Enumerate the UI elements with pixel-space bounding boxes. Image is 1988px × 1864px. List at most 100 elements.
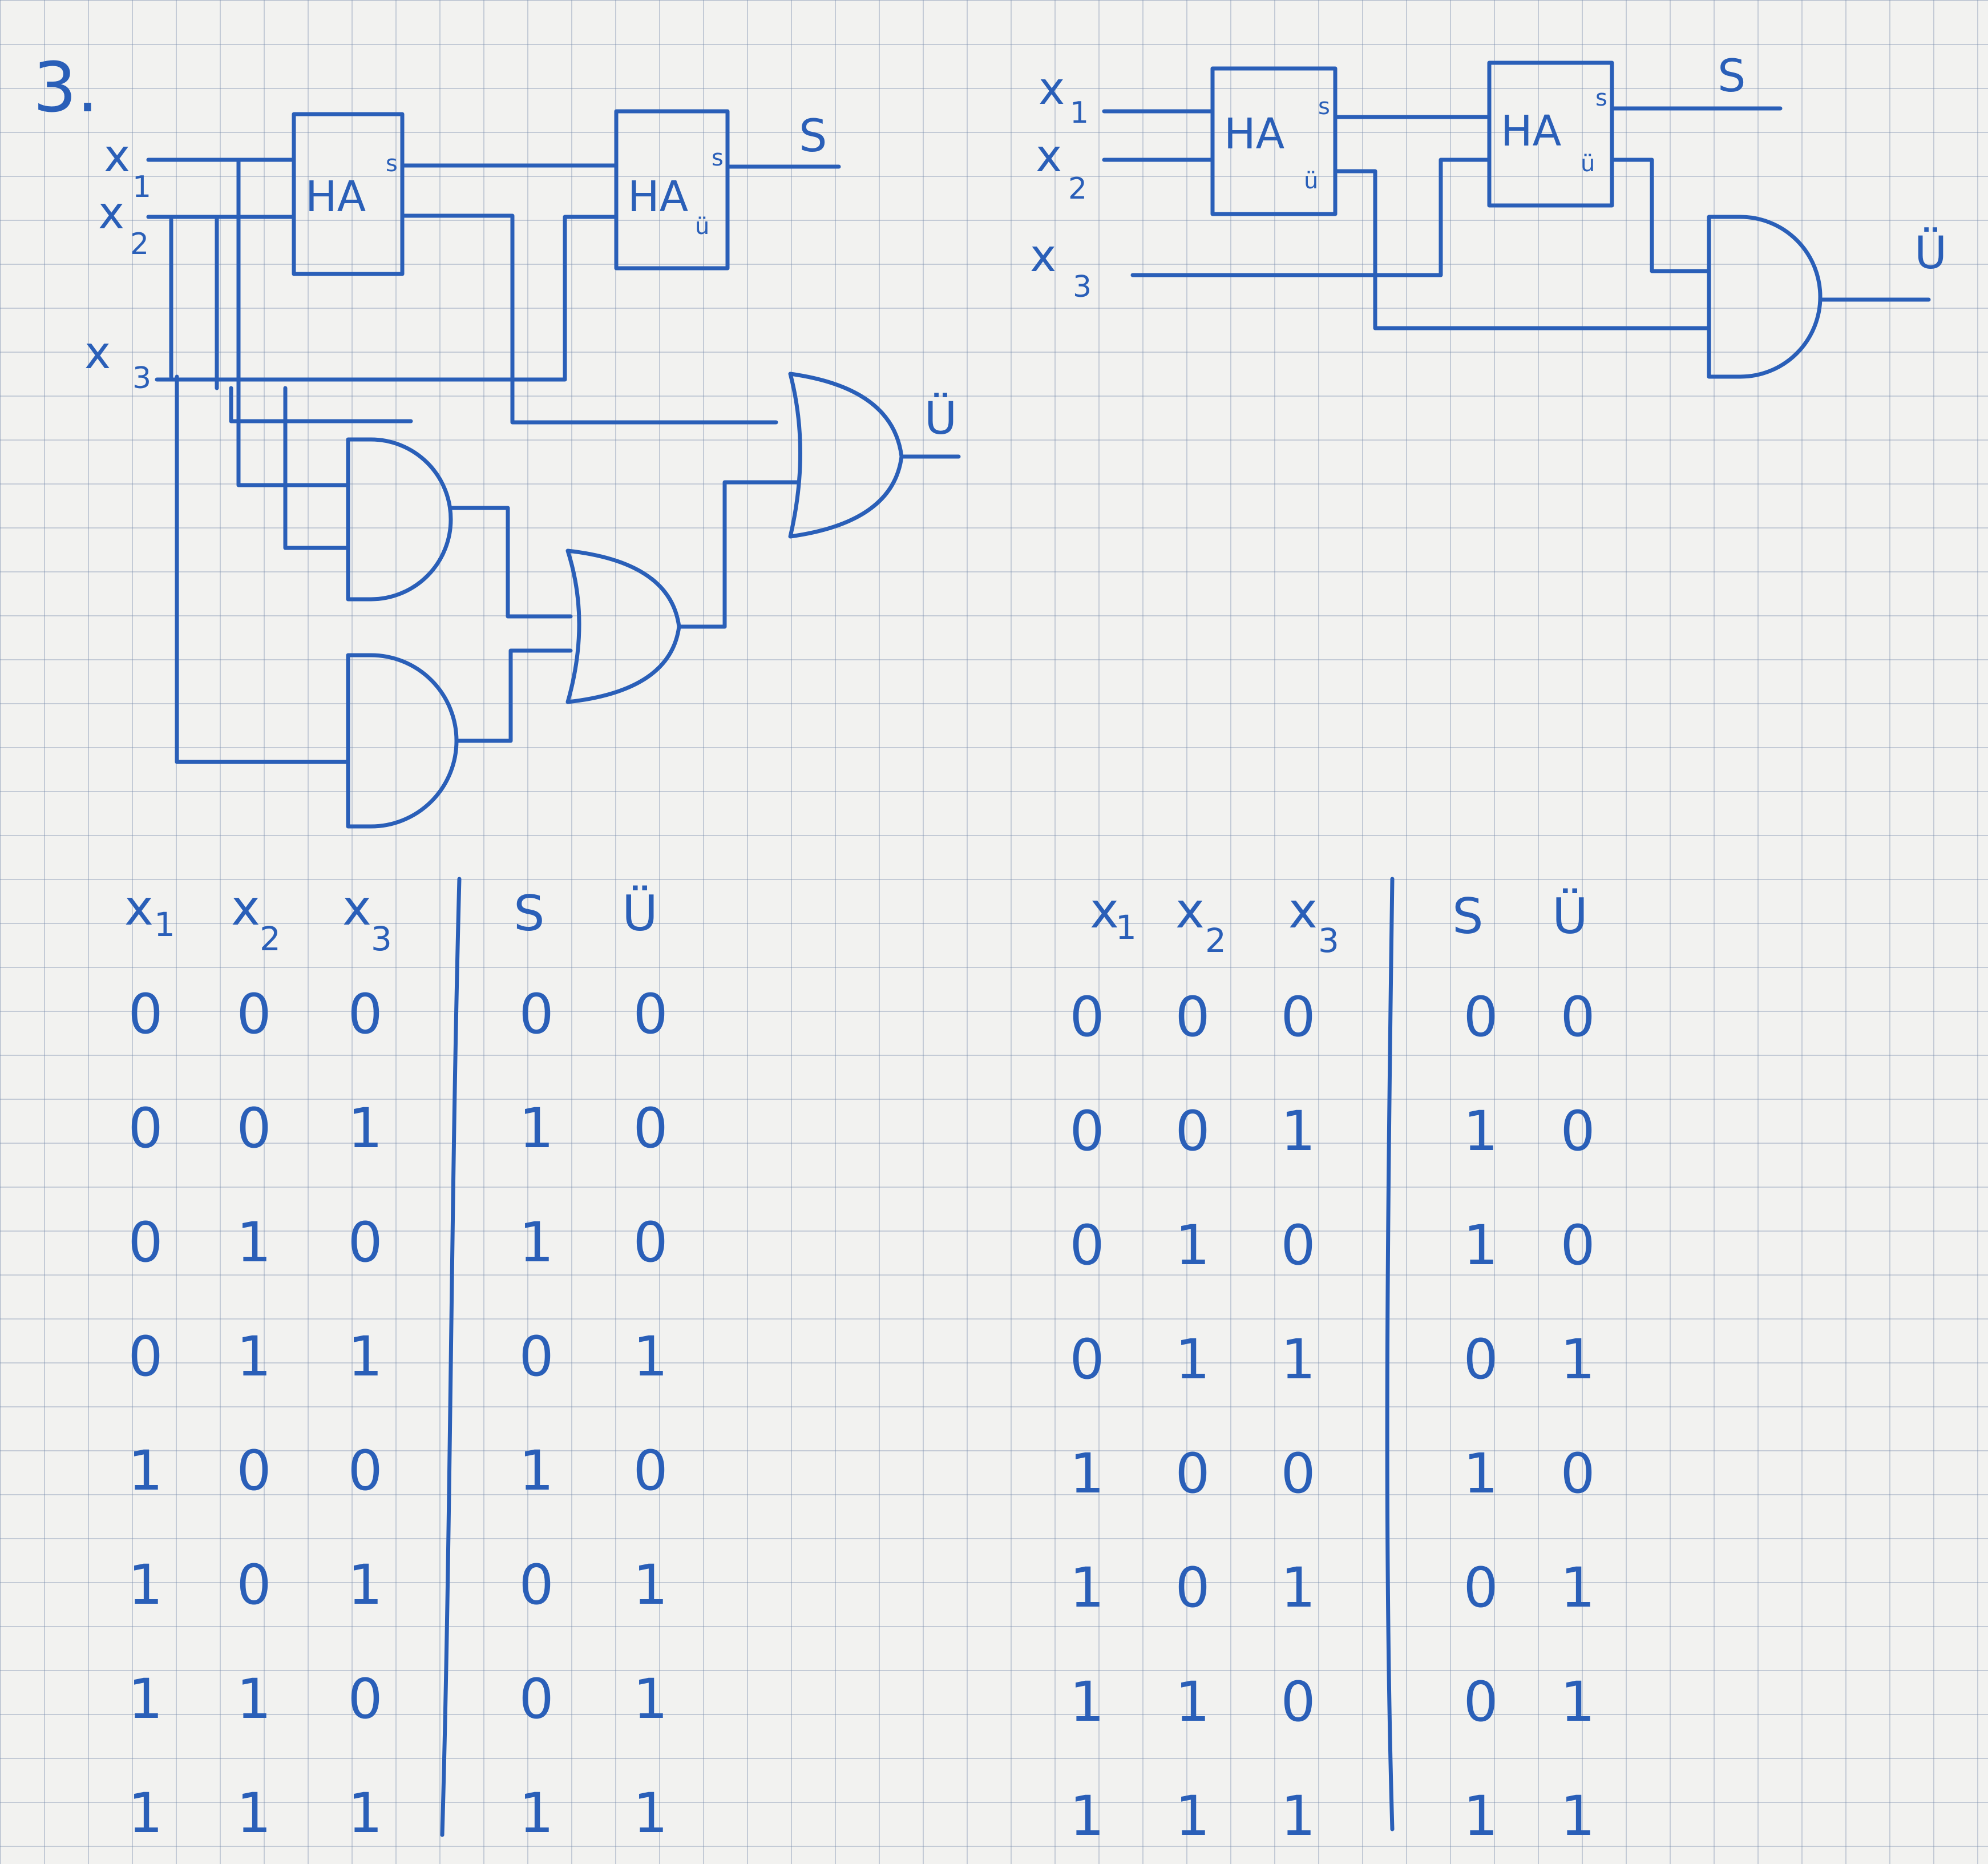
- right-table-cell-r7-x2: 1: [1175, 1670, 1210, 1734]
- right-table-cell-r6-x2: 0: [1175, 1556, 1210, 1620]
- left-table-cell-r4-u: 1: [633, 1325, 668, 1389]
- right-table-cell-r8-x3: 1: [1280, 1784, 1315, 1848]
- left-table-cell-r2-s: 1: [519, 1096, 553, 1160]
- right-ha2-sum-pin: s: [1595, 85, 1607, 111]
- right-table-header-x1-sub: 1: [1116, 908, 1137, 947]
- left-table-cell-r3-x1: 0: [128, 1211, 163, 1274]
- right-half-adder-1: [1210, 66, 1338, 216]
- right-x2-subscript: 2: [1068, 172, 1087, 206]
- left-table-cell-r5-x2: 0: [236, 1439, 271, 1503]
- right-table-cell-r3-x2: 1: [1175, 1213, 1210, 1277]
- left-x1-label: x: [104, 131, 130, 182]
- right-truth-table: x 1 x 2 x 3 S Ü 0 0 0 0 00 0 1 1 00 1 0 1 00 1 1 0 11 0 0 1…: [1069, 877, 1595, 1848]
- left-table-cell-r6-x3: 1: [348, 1553, 382, 1617]
- left-table-header-s: S: [514, 885, 545, 942]
- left-ha1-label: HA: [305, 172, 366, 221]
- left-table-header-u: Ü: [622, 885, 658, 942]
- left-x1-subscript: 1: [132, 170, 151, 204]
- right-ha1-carry-pin: ü: [1304, 168, 1318, 194]
- right-table-cell-r8-x2: 1: [1175, 1784, 1210, 1848]
- right-table-cell-r4-x2: 1: [1175, 1328, 1210, 1391]
- right-x1-subscript: 1: [1070, 96, 1089, 130]
- left-circuit: x 1 x 2 x 3 HA s HA s ü S: [84, 109, 961, 829]
- right-ha1-label: HA: [1224, 110, 1285, 159]
- left-table-cell-r2-x2: 0: [236, 1096, 271, 1160]
- left-table-cell-r2-x3: 1: [348, 1096, 382, 1160]
- right-u-label: Ü: [1914, 227, 1947, 279]
- right-table-header-x3-sub: 3: [1318, 921, 1339, 960]
- left-table-header-x1-sub: 1: [154, 905, 175, 944]
- right-ha2-label: HA: [1501, 107, 1562, 156]
- left-table-cell-r8-s: 1: [519, 1781, 553, 1845]
- right-x1-label: x: [1039, 63, 1065, 115]
- right-ha2-carry-wire: [1610, 158, 1711, 273]
- right-table-cell-r2-u: 0: [1560, 1099, 1595, 1163]
- left-half-adder-2: [614, 109, 730, 271]
- right-table-cell-r7-s: 0: [1463, 1670, 1498, 1734]
- right-table-cell-r6-x3: 1: [1280, 1556, 1315, 1620]
- right-x2-label: x: [1036, 131, 1062, 182]
- right-table-body: 0 0 0 0 00 0 1 1 00 1 0 1 00 1 1 0 11 0 0 1 01 0 1 0 11 1 0 0 11 1 1 1 1: [1069, 985, 1595, 1848]
- left-table-cell-r6-x2: 0: [236, 1553, 271, 1617]
- right-table-cell-r7-x1: 1: [1069, 1670, 1104, 1734]
- right-table-cell-r3-x1: 0: [1069, 1213, 1104, 1277]
- right-ha2-carry-pin: ü: [1581, 151, 1595, 177]
- left-table-cell-r6-u: 1: [633, 1553, 668, 1617]
- right-table-cell-r5-x3: 0: [1280, 1442, 1315, 1506]
- right-table-cell-r2-x1: 0: [1069, 1099, 1104, 1163]
- right-table-cell-r2-x2: 0: [1175, 1099, 1210, 1163]
- right-table-cell-r5-x2: 0: [1175, 1442, 1210, 1506]
- left-table-cell-r7-x1: 1: [128, 1667, 163, 1731]
- left-table-cell-r5-x3: 0: [348, 1439, 382, 1503]
- right-table-header-u: Ü: [1552, 888, 1588, 945]
- right-table-header-x1: x: [1090, 882, 1119, 939]
- left-table-header-x2: x: [231, 879, 260, 937]
- right-table-cell-r6-x1: 1: [1069, 1556, 1104, 1620]
- left-table-cell-r5-u: 0: [633, 1439, 668, 1503]
- left-u-label: Ü: [924, 393, 957, 445]
- right-table-cell-r8-x1: 1: [1069, 1784, 1104, 1848]
- left-table-cell-r8-u: 1: [633, 1781, 668, 1845]
- problem-number: 3.: [33, 49, 99, 128]
- left-table-cell-r5-x1: 1: [128, 1439, 163, 1503]
- left-truth-table: x 1 x 2 x 3 S Ü 0 0 0 0 0 0 0 1 1 0 0 1 0 1 0 0 1 1 0 1 1 0 0 1…: [124, 877, 668, 1845]
- left-table-header-x1: x: [124, 879, 153, 937]
- right-table-cell-r1-x1: 0: [1069, 985, 1104, 1049]
- right-and-gate: [1707, 215, 1823, 379]
- left-table-cell-r7-x2: 1: [236, 1667, 271, 1731]
- right-table-cell-r4-u: 1: [1560, 1328, 1595, 1391]
- left-table-cell-r7-s: 0: [519, 1667, 553, 1731]
- left-table-cell-r3-x3: 0: [348, 1211, 382, 1274]
- left-table-header-x3: x: [342, 879, 371, 937]
- left-ha1-sum-pin: s: [386, 151, 398, 177]
- left-ha1-carry-wire: [400, 213, 778, 425]
- left-x2-wire: [146, 215, 413, 423]
- left-table-cell-r7-x3: 0: [348, 1667, 382, 1731]
- right-table-cell-r1-x2: 0: [1175, 985, 1210, 1049]
- left-x3-subscript: 3: [132, 361, 151, 396]
- left-and-gate-1: [346, 437, 453, 602]
- left-or1-out-wire: [677, 480, 801, 629]
- right-table-cell-r8-u: 1: [1560, 1784, 1595, 1848]
- left-and-gate-2: [346, 653, 459, 829]
- left-or-gate-1: [565, 548, 681, 704]
- left-x1-wire: [146, 158, 350, 487]
- left-ha2-label: HA: [628, 172, 689, 221]
- left-table-body: 0 0 0 0 0 0 0 1 1 0 0 1 0 1 0 0 1 1 0 1 1 0 0 1 0 1 0 1 0 1 1 1 0 0 1 1 1 1 1 1: [128, 982, 668, 1845]
- right-table-header-x2: x: [1175, 882, 1205, 939]
- left-ha2-in2-wire: [506, 215, 619, 382]
- left-table-cell-r1-x1: 0: [128, 982, 163, 1046]
- right-table-cell-r3-s: 1: [1463, 1213, 1498, 1277]
- left-s-label: S: [799, 111, 827, 162]
- left-x2-subscript: 2: [130, 227, 149, 261]
- right-table-cell-r3-u: 0: [1560, 1213, 1595, 1277]
- right-ha1-carry-wire: [1333, 169, 1711, 330]
- right-table-cell-r6-u: 1: [1560, 1556, 1595, 1620]
- right-table-cell-r2-s: 1: [1463, 1099, 1498, 1163]
- right-x3-label: x: [1030, 231, 1056, 282]
- left-x2-label: x: [98, 188, 124, 239]
- right-table-cell-r7-u: 1: [1560, 1670, 1595, 1734]
- right-table-cell-r8-s: 1: [1463, 1784, 1498, 1848]
- left-table-cell-r1-u: 0: [633, 982, 668, 1046]
- left-half-adder-1: [292, 112, 405, 276]
